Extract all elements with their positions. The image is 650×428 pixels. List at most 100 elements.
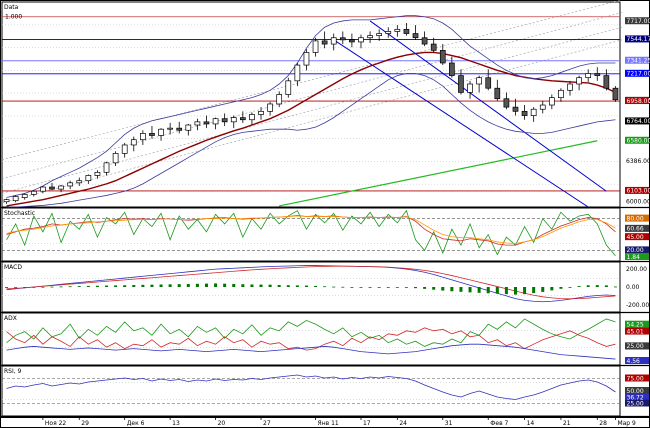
x-tick-label: 27 bbox=[263, 420, 271, 427]
x-tick-label: 29 bbox=[81, 420, 89, 427]
histogram-bar bbox=[50, 286, 54, 288]
candle-body bbox=[612, 87, 619, 101]
candle-body bbox=[185, 124, 192, 131]
x-tick-label: Ноя 22 bbox=[45, 420, 67, 427]
value-badge bbox=[625, 320, 649, 328]
histogram-bar bbox=[132, 285, 136, 287]
value-badge-label: 75.00 bbox=[627, 375, 644, 382]
value-badge-label: 6580.00 bbox=[627, 138, 650, 145]
histogram-bar bbox=[86, 285, 90, 287]
candle-body bbox=[412, 33, 419, 39]
y-tick-label: -200.00 bbox=[626, 302, 649, 309]
histogram-bar bbox=[513, 287, 517, 295]
value-badge-label: 50.00 bbox=[627, 388, 644, 395]
candle-body bbox=[276, 94, 283, 105]
indicator-series bbox=[6, 215, 616, 244]
candle-body bbox=[303, 52, 310, 66]
histogram-bar bbox=[568, 287, 572, 288]
histogram-bar bbox=[105, 285, 109, 287]
value-badge-label: 45.01 bbox=[627, 328, 644, 335]
panel-title: Data bbox=[4, 4, 19, 11]
fan-line bbox=[1, 39, 623, 204]
value-badge-label: 7544.17 bbox=[627, 36, 650, 43]
histogram-bar bbox=[604, 285, 608, 287]
candle-body bbox=[567, 83, 573, 91]
value-badge bbox=[625, 186, 649, 194]
value-badge bbox=[625, 387, 649, 394]
candle-body bbox=[576, 77, 582, 85]
candle-body bbox=[12, 196, 19, 202]
histogram-bar bbox=[441, 287, 445, 291]
candle-body bbox=[140, 133, 146, 141]
indicator-series bbox=[6, 318, 616, 347]
histogram-bar bbox=[286, 285, 290, 287]
histogram-bar bbox=[68, 286, 72, 288]
candle-body bbox=[76, 180, 83, 184]
candle-body bbox=[603, 75, 610, 89]
x-tick-label: Мар 9 bbox=[617, 420, 636, 427]
value-badge-label: 4.56 bbox=[627, 358, 641, 365]
value-badge-label: 25.00 bbox=[627, 343, 644, 350]
histogram-bar bbox=[332, 286, 336, 288]
histogram-bar bbox=[586, 285, 590, 287]
candle-body bbox=[203, 121, 210, 125]
histogram-bar bbox=[232, 283, 236, 287]
histogram-bar bbox=[577, 286, 581, 287]
histogram-bar bbox=[59, 286, 63, 288]
indicator-series bbox=[6, 343, 616, 360]
histogram-bar bbox=[423, 287, 427, 289]
candle-body bbox=[503, 98, 510, 108]
value-badge bbox=[625, 214, 649, 222]
value-badge bbox=[625, 35, 649, 43]
histogram-bar bbox=[377, 287, 381, 288]
y-tick-label: 0.00 bbox=[626, 284, 640, 291]
value-badge-label: 6103.00 bbox=[627, 188, 650, 195]
candle-body bbox=[403, 28, 410, 34]
indicator-series bbox=[6, 265, 616, 303]
histogram-bar bbox=[386, 287, 390, 288]
value-badge-label: 45.00 bbox=[627, 234, 644, 241]
y-tick-label: 6000.00 bbox=[626, 199, 650, 206]
x-tick-label: Дек 6 bbox=[127, 420, 145, 427]
candle-body bbox=[339, 37, 346, 41]
histogram-bar bbox=[277, 285, 281, 287]
panel-title: Stochastic bbox=[4, 210, 35, 217]
histogram-bar bbox=[77, 286, 81, 287]
channel-upper bbox=[369, 20, 607, 192]
x-tick-label: 14 bbox=[527, 420, 535, 427]
histogram-bar bbox=[223, 283, 227, 287]
histogram-bar bbox=[359, 287, 363, 288]
histogram-bar bbox=[504, 287, 508, 295]
histogram-bar bbox=[532, 287, 536, 294]
value-badge bbox=[625, 69, 649, 77]
value-badge-label: 80.00 bbox=[627, 215, 644, 222]
value-badge bbox=[625, 342, 649, 350]
candle-body bbox=[158, 128, 164, 136]
histogram-bar bbox=[350, 287, 354, 288]
candle-body bbox=[130, 139, 137, 146]
candle-body bbox=[558, 89, 564, 99]
histogram-bar bbox=[177, 284, 181, 287]
candle-body bbox=[294, 64, 301, 82]
x-tick-label: Фев 7 bbox=[490, 420, 508, 427]
histogram-bar bbox=[550, 287, 554, 291]
candle-body bbox=[249, 114, 255, 121]
y-tick-label: 200.00 bbox=[626, 266, 647, 273]
candle-body bbox=[421, 37, 428, 45]
histogram-bar bbox=[214, 283, 218, 287]
fan-line bbox=[1, 0, 623, 160]
value-badge-label: 7217.00 bbox=[627, 71, 650, 78]
histogram-bar bbox=[186, 283, 190, 287]
panel-rsi: RSI, 975.0050.0025.0075.0050.0036.7225.0… bbox=[0, 365, 650, 418]
candle-body bbox=[40, 186, 46, 192]
histogram-bar bbox=[486, 287, 490, 294]
x-tick-label: 13 bbox=[172, 420, 180, 427]
value-badge-label: 36.72 bbox=[627, 394, 644, 401]
candle-body bbox=[112, 153, 119, 164]
value-badge bbox=[625, 327, 649, 335]
indicator-series bbox=[6, 374, 616, 400]
candle-body bbox=[21, 194, 28, 198]
candle-body bbox=[121, 144, 128, 154]
x-tick-label: 21 bbox=[563, 420, 571, 427]
